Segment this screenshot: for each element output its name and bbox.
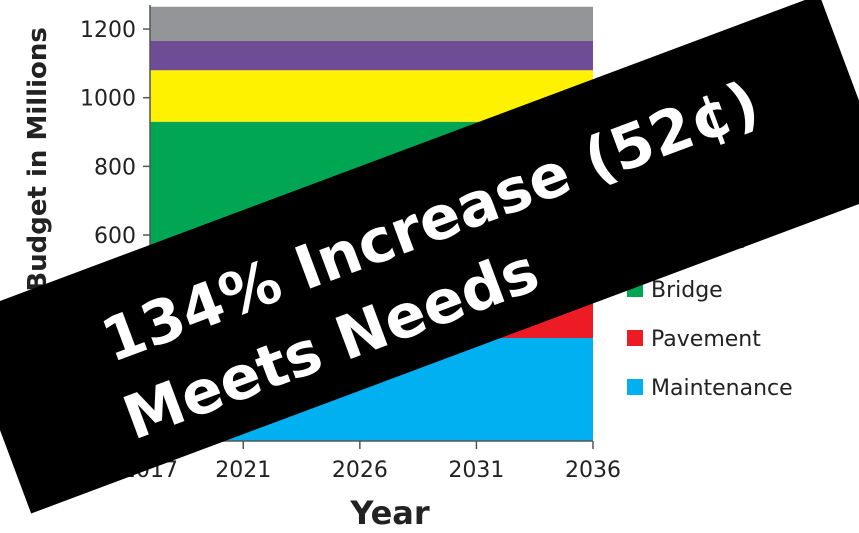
x-tick-label: 2021 bbox=[215, 458, 271, 483]
area-seismic bbox=[150, 41, 593, 71]
banner-background bbox=[0, 0, 859, 514]
legend-label-bridge: Bridge bbox=[651, 278, 723, 303]
legend-swatch-maintenance bbox=[627, 379, 643, 395]
legend-label-maintenance: Maintenance bbox=[651, 376, 793, 401]
x-tick-label: 2036 bbox=[565, 458, 621, 483]
x-tick-label: 2031 bbox=[448, 458, 504, 483]
legend-label-pavement: Pavement bbox=[651, 327, 761, 352]
y-tick-label: 1000 bbox=[80, 87, 136, 112]
legend-swatch-pavement bbox=[627, 330, 643, 346]
y-tick-label: 600 bbox=[94, 224, 136, 249]
y-tick-label: 800 bbox=[94, 155, 136, 180]
x-tick-label: 2026 bbox=[332, 458, 388, 483]
y-tick-label: 1200 bbox=[80, 18, 136, 43]
area-enhance bbox=[150, 70, 593, 122]
x-axis-title: Year bbox=[349, 494, 430, 532]
area-series-6 bbox=[150, 6, 593, 42]
